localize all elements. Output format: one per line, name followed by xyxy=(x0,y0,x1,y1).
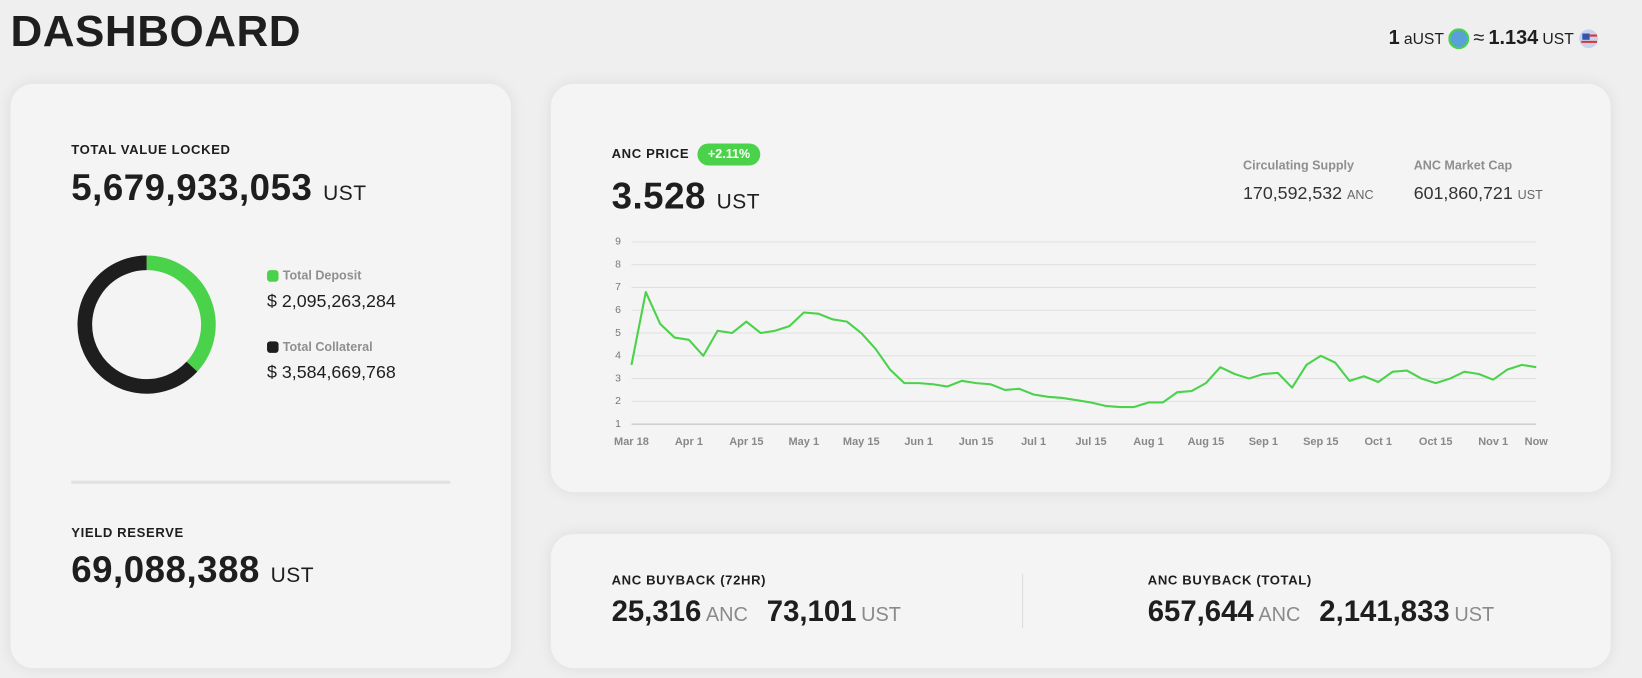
x-tick-label: Apr 15 xyxy=(729,436,763,448)
x-tick-label: Apr 1 xyxy=(675,436,703,448)
mcap-unit: UST xyxy=(1517,187,1543,203)
y-tick-label: 8 xyxy=(615,259,621,270)
x-tick-label: Jun 15 xyxy=(959,436,994,448)
y-tick-label: 5 xyxy=(615,328,621,339)
legend-label: Total Collateral xyxy=(282,339,373,354)
divider xyxy=(1022,573,1024,629)
yield-number: 69,088,388 xyxy=(71,549,260,591)
x-tick-label: Nov 1 xyxy=(1478,436,1508,448)
x-tick-label: May 15 xyxy=(843,436,880,448)
anc-amount: 25,316 xyxy=(611,594,702,628)
x-tick-label: Aug 15 xyxy=(1188,436,1225,448)
rate-to: UST xyxy=(1542,29,1574,48)
page-title: DASHBOARD xyxy=(10,6,302,56)
y-tick-label: 2 xyxy=(615,396,621,407)
supply-label: Circulating Supply xyxy=(1243,158,1355,173)
x-tick-label: Aug 1 xyxy=(1133,436,1164,448)
rate-from: aUST xyxy=(1403,29,1445,48)
anc-unit: ANC xyxy=(705,604,748,627)
anc-unit: ANC xyxy=(1258,604,1301,627)
legend-swatch xyxy=(267,269,279,282)
y-tick-label: 9 xyxy=(615,237,621,248)
price-change: +2.11% xyxy=(697,143,761,166)
tvl-unit: UST xyxy=(323,182,367,206)
x-tick-label: Oct 15 xyxy=(1419,436,1453,448)
yield-unit: UST xyxy=(270,564,315,588)
legend-deposit: Total Deposit xyxy=(267,268,361,283)
x-tick-label: Sep 1 xyxy=(1249,436,1278,448)
y-tick-label: 3 xyxy=(615,373,621,384)
supply-unit: ANC xyxy=(1346,187,1374,203)
x-tick-label: Jul 1 xyxy=(1021,436,1046,448)
buyback-card xyxy=(550,534,1611,669)
price-line xyxy=(630,290,1537,409)
x-tick-label: Jul 15 xyxy=(1075,436,1106,448)
exchange-rate: 1 aUST ≈ 1.134 UST xyxy=(1389,27,1599,50)
tvl-number: 5,679,933,053 xyxy=(71,167,313,209)
x-tick-label: Oct 1 xyxy=(1365,436,1392,448)
ust-unit: UST xyxy=(1454,604,1495,627)
tvl-card xyxy=(10,83,512,669)
collateral-value: $ 3,584,669,768 xyxy=(267,362,396,383)
donut-segment xyxy=(77,255,198,394)
ust-icon xyxy=(1579,29,1598,49)
donut-segment xyxy=(146,255,216,372)
x-tick-label: Jun 1 xyxy=(904,436,933,448)
legend-collateral: Total Collateral xyxy=(267,339,373,354)
deposit-number: 2,095,263,284 xyxy=(281,291,396,312)
x-tick-label: Mar 18 xyxy=(614,436,649,448)
y-tick-label: 6 xyxy=(615,305,621,316)
yield-value: 69,088,388 UST xyxy=(71,550,314,592)
buyback-total-values: 657,644 ANC 2,141,833 UST xyxy=(1148,595,1494,629)
tvl-label: TOTAL VALUE LOCKED xyxy=(71,142,231,158)
tvl-value: 5,679,933,053 UST xyxy=(71,168,366,210)
mcap-value: 601,860,721 UST xyxy=(1414,183,1543,204)
deposit-value: $ 2,095,263,284 xyxy=(267,291,396,312)
mcap-label: ANC Market Cap xyxy=(1413,158,1513,173)
supply-value: 170,592,532 ANC xyxy=(1243,183,1374,204)
legend-label: Total Deposit xyxy=(282,268,362,283)
price-unit: UST xyxy=(716,190,761,214)
buyback-72-label: ANC BUYBACK (72HR) xyxy=(611,572,767,588)
yield-label: YIELD RESERVE xyxy=(71,525,184,541)
x-tick-label: Sep 15 xyxy=(1303,436,1338,448)
y-tick-label: 7 xyxy=(615,282,621,293)
price-label: ANC PRICE xyxy=(611,146,690,162)
buyback-72-values: 25,316 ANC 73,101 UST xyxy=(612,595,901,629)
divider xyxy=(71,480,451,484)
currency: $ xyxy=(267,362,277,383)
price-number: 3.528 xyxy=(611,175,706,217)
ust-amount: 2,141,833 xyxy=(1319,594,1450,628)
collateral-number: 3,584,669,768 xyxy=(281,362,396,383)
y-tick-label: 4 xyxy=(615,351,621,362)
anc-amount: 657,644 xyxy=(1147,594,1254,628)
x-tick-label: Now xyxy=(1525,436,1549,448)
y-tick-label: 1 xyxy=(615,419,621,430)
ust-amount: 73,101 xyxy=(766,594,857,628)
aust-icon xyxy=(1448,28,1470,50)
x-tick-label: May 1 xyxy=(789,436,820,448)
supply-number: 170,592,532 xyxy=(1243,183,1343,204)
rate-approx: ≈ xyxy=(1473,27,1485,50)
price-value: 3.528 UST xyxy=(612,176,761,218)
rate-amount: 1 xyxy=(1388,27,1400,50)
ust-unit: UST xyxy=(861,604,901,627)
mcap-number: 601,860,721 xyxy=(1413,183,1513,204)
rate-value: 1.134 xyxy=(1488,27,1539,50)
buyback-total-label: ANC BUYBACK (TOTAL) xyxy=(1147,572,1312,588)
currency: $ xyxy=(267,291,277,312)
legend-swatch xyxy=(267,340,279,353)
